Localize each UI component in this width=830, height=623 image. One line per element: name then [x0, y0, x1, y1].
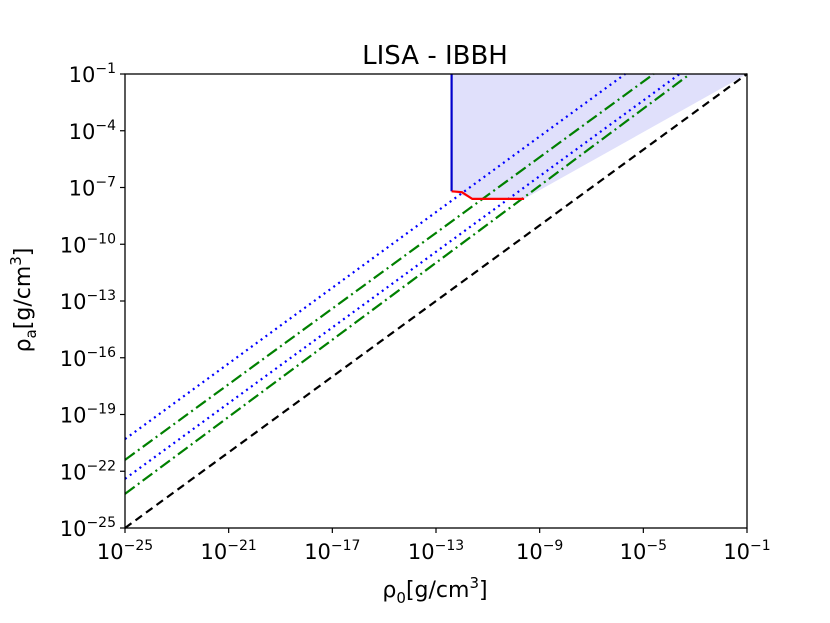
x-tick-label: 10−13 [408, 538, 464, 564]
y-axis-superscript: 3 [7, 256, 25, 266]
x-tick-label: 10−5 [620, 538, 667, 564]
y-axis-label: ρa[g/cm3] [7, 248, 40, 353]
y-tick-label: 10−4 [69, 118, 116, 144]
x-axis-symbol: ρ [382, 578, 396, 603]
x-axis-unit: [g/cm [406, 578, 470, 603]
x-tick-label: 10−17 [304, 538, 360, 564]
series-line-black-dashed [124, 73, 748, 529]
y-axis: 10−25 10−22 10−19 10−16 10−13 10−10 10−7 10−4 10… [60, 61, 125, 541]
y-tick-label: 10−19 [60, 402, 116, 428]
x-axis: 10−25 10−21 10−17 10−13 10−9 10−5 10−1 [97, 528, 771, 564]
x-tick-label: 10−1 [723, 538, 770, 564]
x-tick-label: 10−25 [97, 538, 153, 564]
x-axis-close: ] [479, 578, 488, 603]
y-tick-label: 10−22 [60, 458, 116, 484]
series-line-blue-dotted-2 [124, 73, 626, 440]
y-tick-label: 10−10 [60, 231, 116, 257]
series-line-green-dashdot-2 [124, 73, 655, 461]
x-tick-label: 10−9 [516, 538, 563, 564]
series-lines [124, 73, 748, 529]
x-axis-subscript: 0 [396, 589, 406, 607]
plot-area [451, 74, 747, 199]
y-tick-label: 10−1 [69, 61, 116, 87]
y-axis-unit: [g/cm [11, 266, 36, 330]
chart-title: LISA - IBBH [362, 41, 508, 71]
y-axis-close: ] [11, 248, 36, 257]
x-axis-label: ρ0[g/cm3] [382, 574, 487, 607]
y-tick-label: 10−25 [60, 515, 116, 541]
series-line-blue-dotted-1 [124, 73, 681, 480]
y-tick-label: 10−7 [69, 175, 116, 201]
x-tick-label: 10−21 [201, 538, 257, 564]
x-axis-superscript: 3 [469, 574, 479, 592]
y-tick-label: 10−13 [60, 288, 116, 314]
y-axis-subscript: a [22, 329, 40, 338]
series-line-green-dashdot-1 [124, 73, 691, 495]
y-tick-label: 10−16 [60, 345, 116, 371]
horizontal-boundary [451, 190, 525, 200]
shaded-region [451, 74, 747, 199]
y-axis-symbol: ρ [11, 338, 36, 352]
